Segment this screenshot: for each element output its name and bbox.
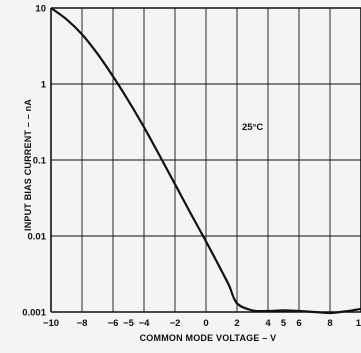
x-tick-label: −2 bbox=[170, 318, 181, 329]
curve-layer bbox=[50, 7, 361, 315]
x-tick-label: −5 bbox=[123, 318, 135, 329]
x-tick-label: 0 bbox=[203, 318, 208, 329]
temperature-annotation: 25°C bbox=[242, 122, 263, 133]
y-axis-title: INPUT BIAS CURRENT – – nA bbox=[23, 99, 33, 231]
x-tick-label: 10 bbox=[356, 318, 361, 329]
x-tick-label: −4 bbox=[139, 318, 151, 329]
x-tick-label: −10 bbox=[43, 318, 59, 329]
y-tick-label: 0.01 bbox=[28, 232, 47, 243]
y-tick-label: 1 bbox=[41, 80, 47, 91]
x-tick-label: 6 bbox=[296, 318, 301, 329]
x-tick-label: 5 bbox=[281, 318, 287, 329]
tick-labels: −10 −8 −6 −5 −4 −2 0 2 456 8 10 10 1 0.1 0.01 0.001 bbox=[22, 4, 361, 330]
grid bbox=[50, 7, 361, 313]
y-tick-label: 0.001 bbox=[22, 308, 46, 319]
x-tick-label: 8 bbox=[327, 318, 332, 329]
x-axis-title: COMMON MODE VOLTAGE – V bbox=[140, 333, 277, 343]
y-tick-label: 10 bbox=[35, 4, 46, 15]
x-tick-label: 2 bbox=[234, 318, 239, 329]
x-tick-label: −8 bbox=[77, 318, 88, 329]
x-tick-label: −6 bbox=[108, 318, 119, 329]
bias-current-curve bbox=[50, 7, 361, 315]
x-tick-label: 4 bbox=[265, 318, 271, 329]
y-tick-label: 0.1 bbox=[33, 156, 47, 167]
